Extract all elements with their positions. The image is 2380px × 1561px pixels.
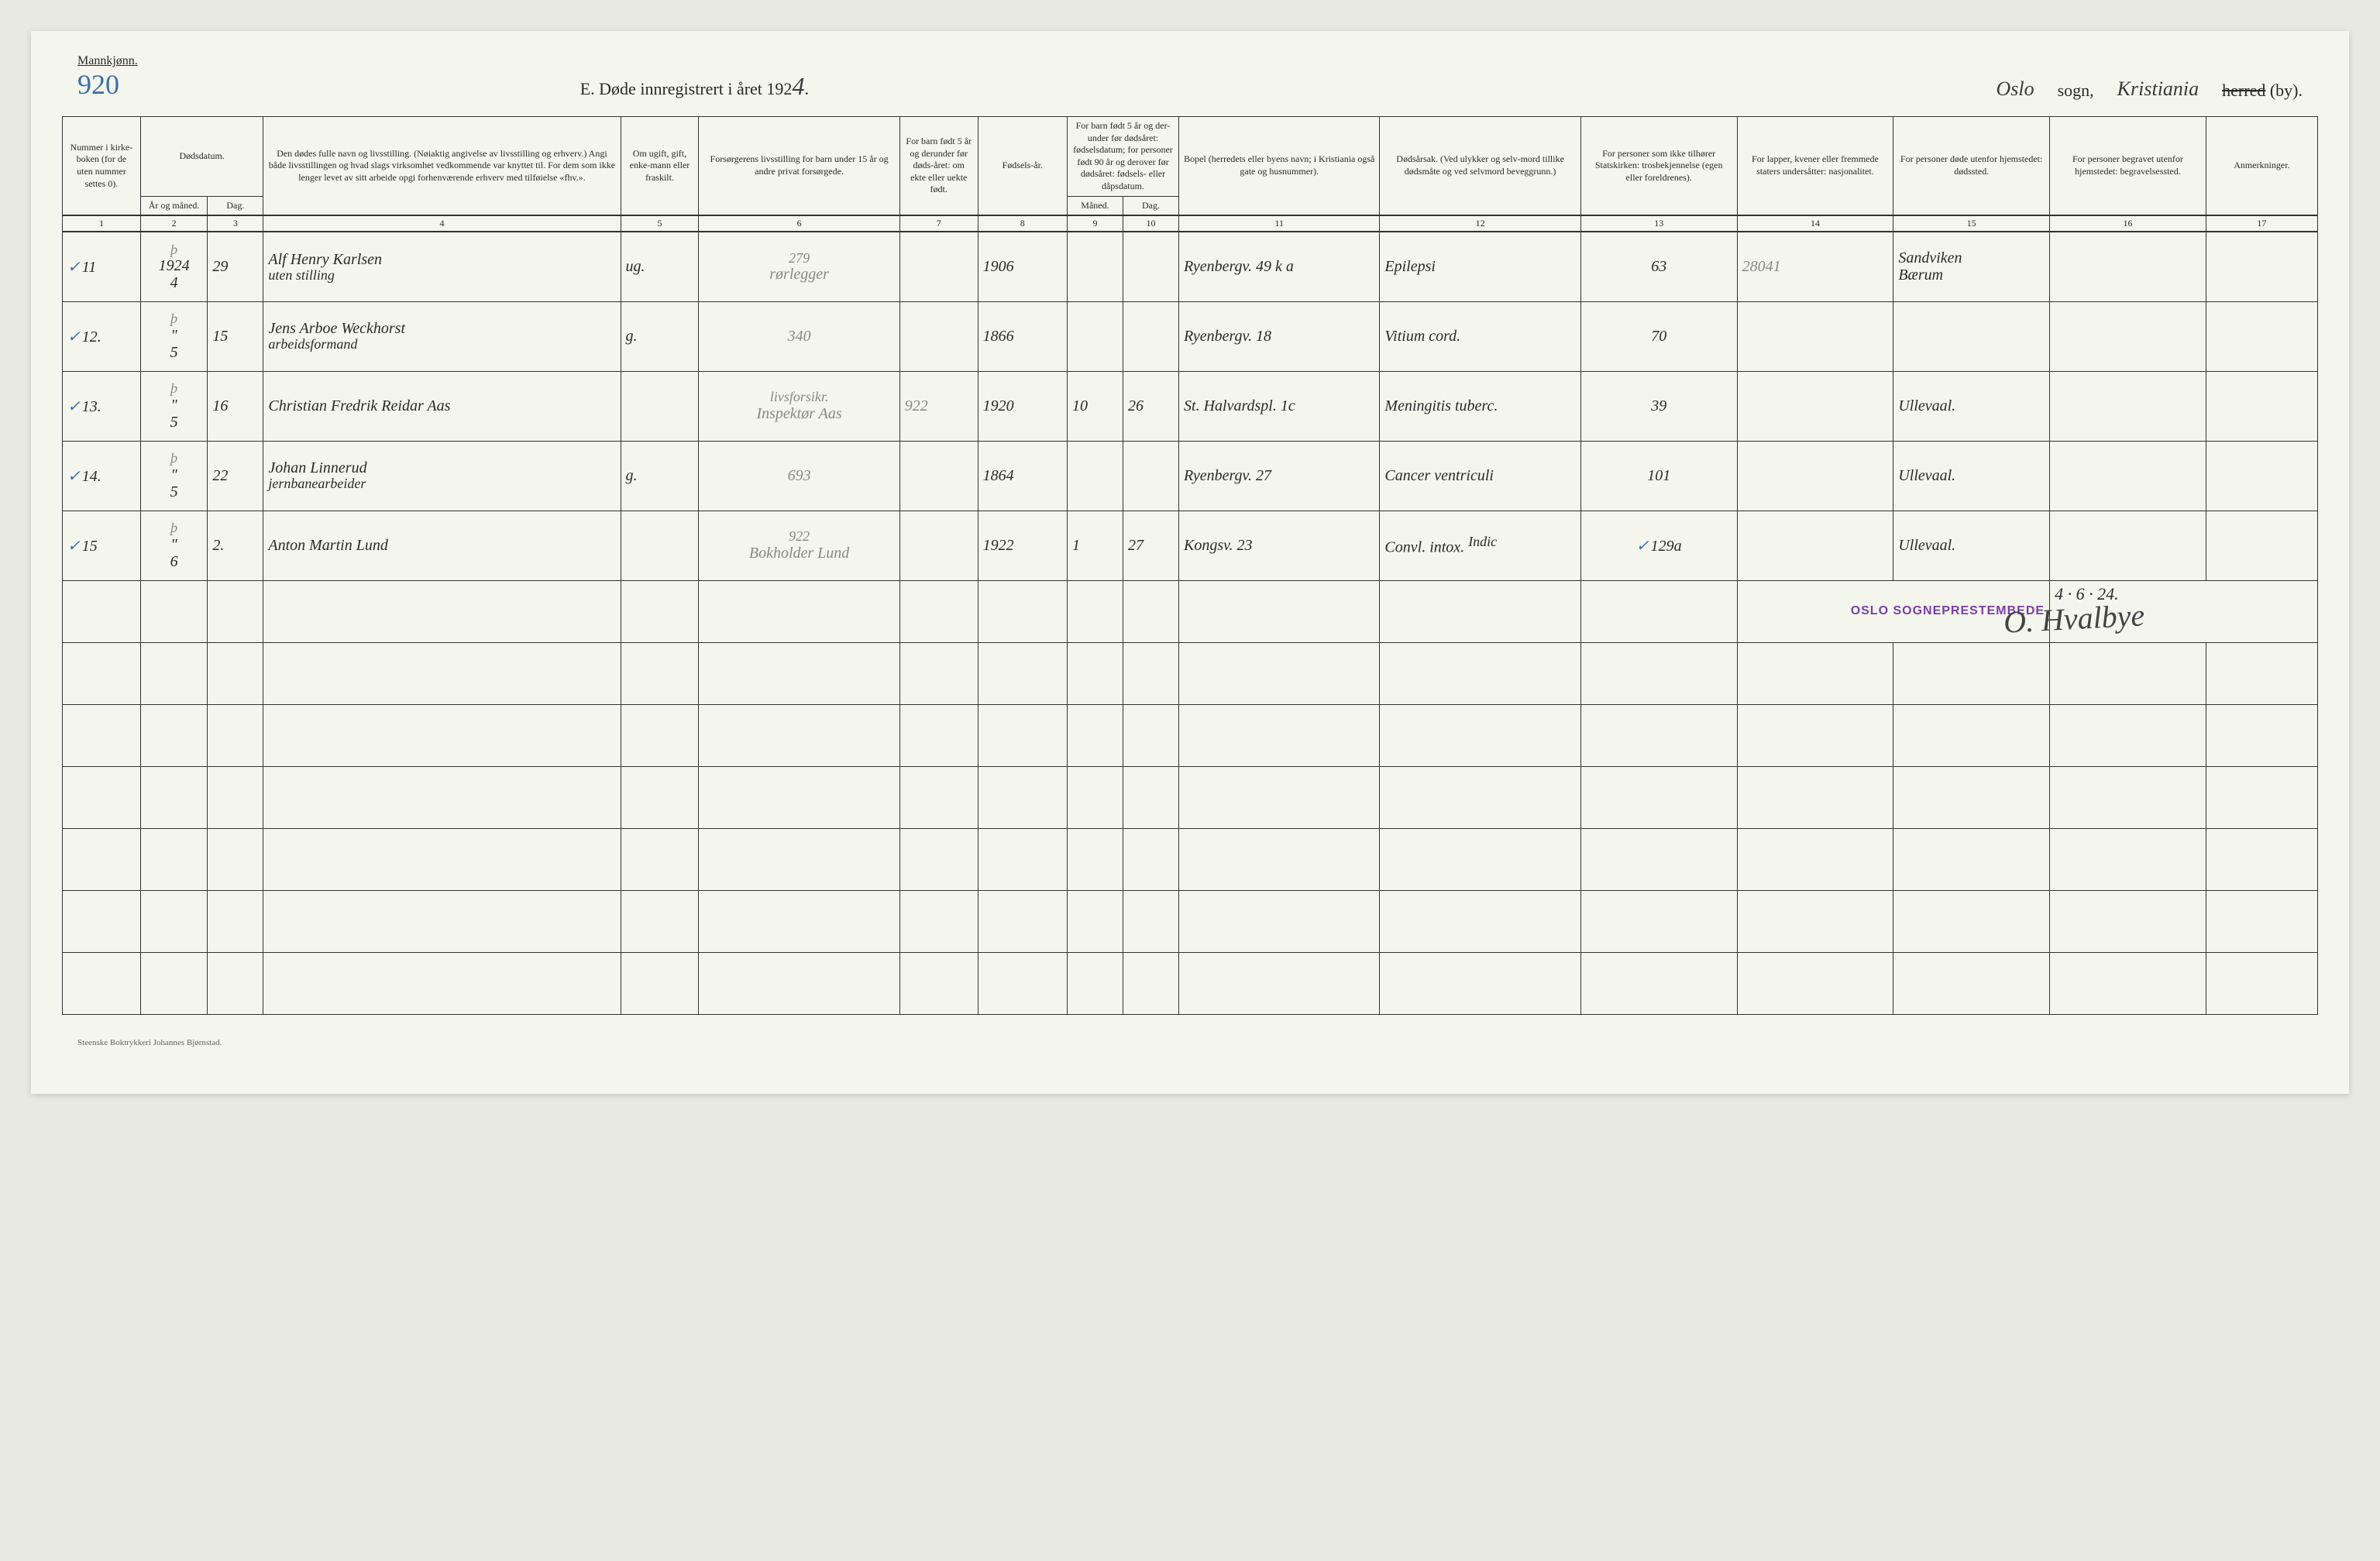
col-header: For personer begravet utenfor hjemstedet… [2050,117,2206,216]
col-subheader: Måned. [1067,196,1123,215]
marital-status: g. [621,301,699,371]
col-header: Den dødes fulle navn og livsstilling. (N… [263,117,621,216]
table-row: ✓15 þ"6 2. Anton Martin Lund 922Bokholde… [63,511,2318,580]
deceased-name: Anton Martin Lund [263,511,621,580]
col-header: Forsørgerens livsstilling for barn under… [699,117,899,216]
marital-status: g. [621,441,699,511]
table-row: ✓12. þ"5 15 Jens Arboe Weckhorstarbeidsf… [63,301,2318,371]
birth-year: 1866 [978,301,1067,371]
signature: O. Hvalbye [2003,597,2145,640]
sogn-label: sogn, [2058,81,2094,101]
page-header: Mannkjønn. 920 E. Døde innregistrert i å… [62,54,2318,101]
provider: Inspektør Aas [756,405,841,422]
cause-of-death: Convl. intox. Indic [1380,511,1580,580]
tick-icon: ✓ [67,328,81,346]
address: Kongsv. 23 [1179,511,1380,580]
deceased-name: Alf Henry Karlsen [268,251,382,268]
gender-label: Mannkjønn. [77,54,138,68]
table-row: ✓14. þ"5 22 Johan Linnerudjernbanearbeid… [63,441,2318,511]
col-header: Dødsårsak. (Ved ulykker og selv-mord til… [1380,117,1580,216]
col-header: Nummer i kirke-boken (for de uten nummer… [63,117,141,216]
col-header: Bopel (herredets eller byens navn; i Kri… [1179,117,1380,216]
birth-year: 1922 [978,511,1067,580]
table-row: ✓13. þ"5 16 Christian Fredrik Reidar Aas… [63,371,2318,441]
column-numbers: 1 2 3 4 5 6 7 8 9 10 11 12 13 14 15 16 1… [63,215,2318,232]
tick-icon: ✓ [67,398,81,415]
provider: rørlegger [769,266,829,283]
cause-of-death: Meningitis tuberc. [1380,371,1580,441]
col-header: For personer døde utenfor hjemstedet: dø… [1893,117,2050,216]
tick-icon: ✓ [67,259,81,276]
address: Ryenbergv. 27 [1179,441,1380,511]
tick-icon: ✓ [1636,538,1649,555]
title-prefix: E. Døde innregistrert i året 192 [580,79,793,98]
col-header: Anmerkninger. [2206,117,2317,216]
birth-year: 1920 [978,371,1067,441]
birth-year: 1864 [978,441,1067,511]
title-suffix: . [804,79,809,98]
title-block: E. Døde innregistrert i året 1924. [169,72,1220,101]
entry-number: 15 [82,538,98,555]
deceased-name: Johan Linnerud [268,459,366,476]
table-row [63,828,2318,890]
page-number: 920 [77,68,138,101]
occupation: uten stilling [268,268,335,284]
cause-of-death: Epilepsi [1380,232,1580,301]
herred-strike: herred [2222,81,2265,100]
table-row: ✓11 þ19244 29 Alf Henry Karlsenuten stil… [63,232,2318,301]
provider: Bokholder Lund [749,545,849,562]
address: Ryenbergv. 18 [1179,301,1380,371]
place: Oslo [1996,77,2034,101]
district: Kristiania [2117,77,2199,101]
col-header: Fødsels-år. [978,117,1067,216]
col-subheader: Dag. [208,196,263,215]
table-row [63,642,2318,704]
entry-number: 11 [82,259,97,276]
table-row [63,890,2318,952]
year-suffix: 4 [792,72,804,100]
col-subheader: År og måned. [140,196,207,215]
cause-of-death: Cancer ventriculi [1380,441,1580,511]
col-header: For personer som ikke tilhører Statskirk… [1580,117,1737,216]
table-row: OSLO SOGNEPRESTEMBEDE 4 · 6 · 24. O. Hva… [63,580,2318,642]
col-header: Om ugift, gift, enke-mann eller fraskilt… [621,117,699,216]
col-header: For barn født 5 år og derunder før døds-… [899,117,978,216]
col-header: For barn født 5 år og der-under før døds… [1067,117,1178,197]
register-page: Mannkjønn. 920 E. Døde innregistrert i å… [31,31,2349,1094]
col-header: Dødsdatum. [140,117,263,197]
entry-number: 12. [82,328,101,346]
table-row [63,704,2318,766]
table-body: ✓11 þ19244 29 Alf Henry Karlsenuten stil… [63,232,2318,1014]
death-register-table: Nummer i kirke-boken (for de uten nummer… [62,116,2318,1015]
tick-icon: ✓ [67,468,81,485]
marital-status: ug. [621,232,699,301]
birth-year: 1906 [978,232,1067,301]
occupation: jernbanearbeider [268,476,366,492]
cause-of-death: Vitium cord. [1380,301,1580,371]
deceased-name: Christian Fredrik Reidar Aas [263,371,621,441]
printer-credit: Steenske Boktrykkeri Johannes Bjørnstad. [62,1038,2318,1047]
tick-icon: ✓ [67,538,81,555]
address: St. Halvardspl. 1c [1179,371,1380,441]
table-row [63,766,2318,828]
by-label: (by). [2270,81,2303,100]
table-row [63,952,2318,1014]
entry-number: 13. [82,398,101,415]
col-subheader: Dag. [1123,196,1178,215]
address: Ryenbergv. 49 k a [1179,232,1380,301]
deceased-name: Jens Arboe Weckhorst [268,320,405,337]
table-header: Nummer i kirke-boken (for de uten nummer… [63,117,2318,232]
occupation: arbeidsformand [268,337,357,352]
entry-number: 14. [82,468,101,485]
col-header: For lapper, kvener eller fremmede stater… [1737,117,1893,216]
